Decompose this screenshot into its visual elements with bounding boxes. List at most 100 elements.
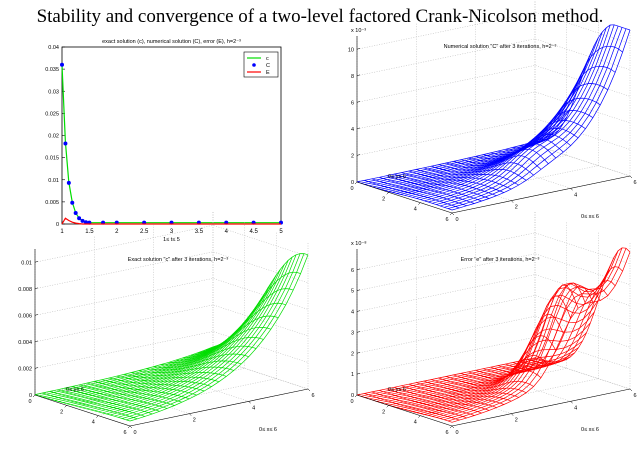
legend <box>243 51 279 78</box>
surface-meshline <box>153 353 249 368</box>
x-axis-label: 1≤ t≤ 5 <box>163 237 180 243</box>
z-tick <box>356 289 361 291</box>
z-tick-label: 2 <box>351 351 354 357</box>
surface-meshline <box>475 134 571 160</box>
y-tick-label: 0.015 <box>45 156 59 162</box>
wall-gridline <box>34 331 309 369</box>
surface-meshline <box>482 284 579 376</box>
surface-meshline <box>34 394 131 422</box>
wall-gridline <box>34 304 309 343</box>
surface-meshline <box>161 345 257 366</box>
surface-meshline <box>490 120 586 155</box>
series-C-point <box>80 218 85 223</box>
z-tick <box>356 48 361 50</box>
surface-meshline <box>34 346 214 395</box>
floor-gridline <box>475 370 571 402</box>
y-tick-label: 0.005 <box>45 200 59 206</box>
page-title: Stability and convergence of a two-level… <box>36 6 604 27</box>
surface-meshline <box>408 170 505 193</box>
y-tick <box>451 212 455 216</box>
surface-meshline <box>386 175 482 202</box>
surface-meshline <box>212 253 309 348</box>
z-tick-label: 5 <box>351 289 354 295</box>
y-tick <box>570 401 573 404</box>
surface-meshline <box>505 289 601 370</box>
y-tick <box>570 188 573 191</box>
surface-meshline <box>438 162 534 176</box>
series-C-point <box>60 62 64 67</box>
y-tick-label: 0.01 <box>48 178 59 184</box>
floor-gridline <box>420 165 599 203</box>
x-tick-label: 1.5 <box>85 229 94 235</box>
x-tick <box>127 425 131 429</box>
z-tick <box>34 367 39 369</box>
surface-panel-e: Error "e" after 3 iterations, h=2⁻³ 0 1 2 3 4… <box>350 212 637 436</box>
y-tick-label: 2 <box>193 418 196 424</box>
z-tick <box>34 340 39 343</box>
surface-meshline <box>94 381 190 400</box>
x-tick-label: 2 <box>382 196 385 202</box>
x-tick <box>354 181 358 185</box>
surface-meshline <box>460 143 557 164</box>
surface-meshline <box>131 372 227 377</box>
z-tick <box>356 268 361 271</box>
surface-panel-C: Numerical solution "C" after 3 iteration… <box>348 0 637 223</box>
surface-meshline <box>116 375 212 387</box>
x-tick <box>96 415 99 418</box>
y-tick-label: 2 <box>515 418 518 424</box>
surface-meshline <box>512 83 608 149</box>
surface-meshline <box>505 97 601 151</box>
series-C-point <box>66 180 71 185</box>
y-tick-label: 0 <box>455 430 458 436</box>
legend-label: C <box>266 63 270 69</box>
surface-meshline <box>431 379 527 394</box>
y-axis-label: 0≤ y≤ 6 <box>388 387 406 393</box>
floor-gridline <box>94 382 190 414</box>
surface-panel-c: Exact solution "c" after 3 iterations, h… <box>18 212 315 436</box>
z-tick-label: 0.008 <box>18 287 32 293</box>
y-tick <box>511 413 514 416</box>
wall-gridline <box>356 253 631 291</box>
surface-meshline <box>535 24 631 142</box>
legend-label: E <box>266 70 270 76</box>
surface-meshline <box>401 385 497 408</box>
surface-meshline <box>497 285 594 372</box>
legend-swatch <box>252 63 256 67</box>
y-tick <box>307 388 311 392</box>
surface-meshline <box>64 387 160 412</box>
x-tick-label: 4 <box>92 420 95 426</box>
surface-meshline <box>123 374 220 383</box>
z-tick <box>356 352 361 354</box>
surface-meshline <box>49 391 145 417</box>
z-tick-label: 3 <box>351 330 354 336</box>
surface-meshline <box>86 382 183 403</box>
series-C-point <box>70 200 75 205</box>
surface-meshline <box>396 97 575 194</box>
x-tick <box>418 202 421 205</box>
x-tick-label: 0 <box>350 186 353 192</box>
z-tick-label: 8 <box>351 74 354 80</box>
z-tick-label: 6 <box>351 268 354 274</box>
x-tick-label: 1 <box>60 229 64 235</box>
x-tick-label: 2 <box>60 409 63 415</box>
y-tick <box>629 175 633 179</box>
surface-meshline <box>379 390 475 416</box>
y-tick <box>511 200 514 203</box>
surface-meshline <box>497 110 594 153</box>
x-tick <box>354 394 358 398</box>
surface-meshline <box>431 165 527 181</box>
z-scale-label: x 10⁻⁸ <box>351 240 367 247</box>
x-axis <box>356 181 453 214</box>
chart-title: exact solution (c), numerical solution (… <box>102 39 241 45</box>
surface-meshline <box>408 383 505 405</box>
surface-meshline <box>438 377 534 389</box>
x-tick-label: 4 <box>414 420 417 426</box>
z-tick <box>356 154 361 156</box>
surface-meshline <box>520 280 616 367</box>
surface-meshline <box>445 370 542 386</box>
z-tick <box>356 101 361 103</box>
x-axis <box>356 394 453 427</box>
x-tick-label: 4.5 <box>249 229 258 235</box>
y-tick <box>451 425 455 429</box>
surface-meshline <box>371 391 467 419</box>
